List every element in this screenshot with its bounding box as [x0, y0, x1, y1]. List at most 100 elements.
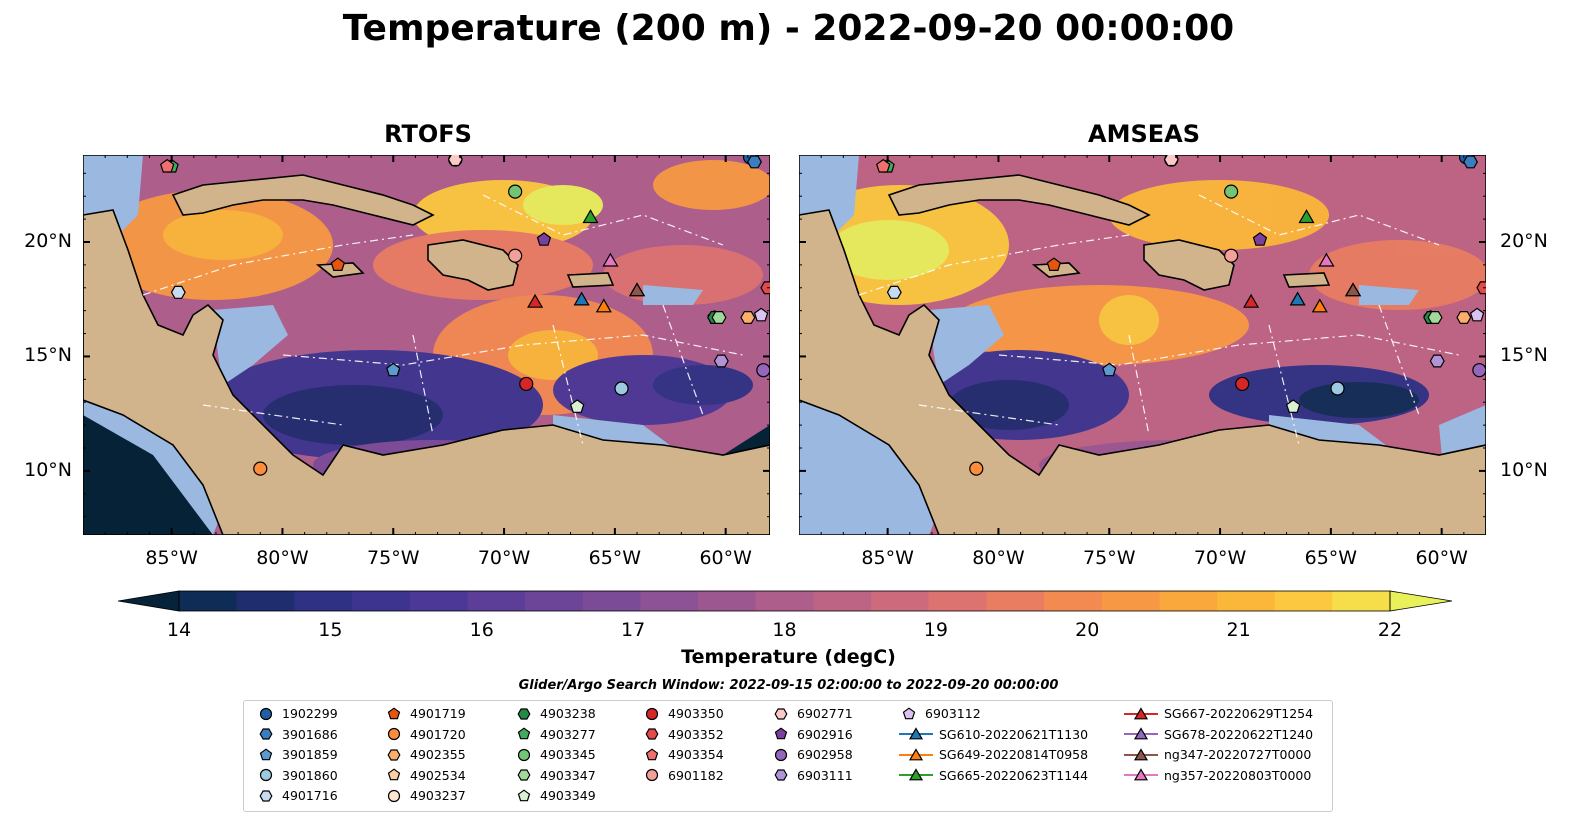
legend-symbol	[1133, 768, 1149, 781]
legend-symbol	[259, 707, 273, 720]
obs-marker-4903354	[159, 158, 175, 173]
legend-symbol	[908, 747, 924, 760]
legend-marker	[645, 707, 659, 720]
legend-symbol	[259, 728, 273, 740]
legend-marker	[774, 769, 788, 781]
legend-symbol	[517, 707, 531, 720]
legend-symbol	[517, 727, 531, 740]
legend-marker	[902, 706, 916, 719]
legend-symbol	[387, 768, 401, 781]
obs-marker-SG665-20220623T1144	[1298, 209, 1315, 224]
rtofs-temperature-map	[83, 155, 770, 535]
legend-symbol	[387, 748, 401, 761]
figure-title: Temperature (200 m) - 2022-09-20 00:00:0…	[342, 8, 1235, 49]
legend-item: ng347-20220727T0000	[1124, 746, 1311, 763]
legend-item: 1902299	[256, 705, 338, 722]
obs-marker-ng357-20220803T0000	[602, 252, 619, 267]
legend-label: ng357-20220803T0000	[1164, 767, 1312, 783]
legend-marker	[1124, 747, 1158, 760]
colorbar-tick-label: 15	[318, 619, 343, 641]
obs-marker-ng357-20220803T0000	[1318, 252, 1335, 267]
colorbar-tick-label: 22	[1377, 619, 1403, 641]
lon-tick-label: 85°W	[861, 547, 914, 569]
legend-symbol	[517, 788, 531, 801]
obs-marker-4901720	[969, 461, 984, 476]
amseas-temperature-map	[799, 155, 1486, 535]
legend-label: 4901716	[282, 788, 338, 803]
observation-markers	[875, 155, 1486, 476]
legend-label: 4903238	[540, 706, 596, 721]
legend-label: 4901720	[410, 726, 466, 742]
obs-marker-6902916	[1252, 232, 1268, 246]
colorbar-segment	[871, 591, 930, 611]
colorbar-segment	[813, 591, 872, 611]
legend-symbol	[517, 769, 531, 781]
legend-label: 3901859	[282, 747, 338, 762]
obs-marker-3901860	[614, 381, 629, 396]
obs-marker-4901719	[330, 257, 346, 272]
lon-tick-label: 75°W	[367, 547, 420, 569]
observation-legend: 1902299 3901686 3901859 3901860 4901716 49017…	[243, 700, 1333, 812]
legend-symbol	[774, 748, 788, 761]
legend-marker	[259, 707, 273, 720]
legend-marker	[387, 789, 401, 802]
frame-ticks	[83, 155, 770, 535]
lat-tick-label: 15°N	[24, 344, 72, 367]
legend-symbol	[1133, 727, 1149, 740]
colorbar-tick-label: 17	[621, 619, 646, 641]
obs-marker-6902771	[1163, 155, 1179, 167]
legend-marker	[259, 768, 273, 782]
colorbar-segment	[236, 591, 295, 611]
obs-marker-4903345	[508, 184, 523, 199]
colorbar-segment	[1044, 591, 1103, 611]
obs-marker-3901686	[747, 155, 762, 169]
lat-tick-label: 10°N	[1500, 458, 1548, 481]
legend-item: 4903345	[514, 746, 596, 763]
legend-marker	[387, 768, 401, 781]
legend-item: SG678-20220622T1240	[1124, 726, 1313, 743]
colorbar-segment	[640, 591, 699, 611]
legend-marker	[259, 747, 273, 760]
colorbar-label: Temperature (degC)	[681, 646, 896, 668]
legend-symbol	[259, 789, 273, 802]
legend-item: 6902771	[771, 705, 853, 722]
legend-item: ng357-20220803T0000	[1124, 767, 1311, 784]
colorbar-segment	[1159, 591, 1218, 611]
obs-marker-4901716	[886, 285, 902, 299]
legend-label: SG678-20220622T1240	[1164, 726, 1314, 742]
legend-item: 3901686	[256, 726, 338, 743]
obs-marker-6903111	[713, 354, 729, 368]
legend-item: 6902958	[771, 746, 853, 763]
legend-label: 6903111	[797, 767, 853, 783]
legend-symbol	[645, 747, 659, 760]
obs-marker-4901720	[253, 461, 268, 476]
legend-marker	[1124, 706, 1158, 719]
panel-title-amseas: AMSEAS	[1088, 120, 1200, 148]
legend-item: 4902355	[384, 746, 466, 763]
obs-marker-SG667-20220629T1254	[527, 293, 544, 308]
legend-label: SG665-20220623T1144	[939, 767, 1089, 783]
legend-label: 4902534	[410, 767, 466, 783]
legend-symbol	[387, 706, 401, 719]
legend-label: 3901860	[282, 767, 338, 783]
lon-tick-label: 70°W	[1193, 547, 1247, 569]
legend-item: SG665-20220623T1144	[899, 767, 1088, 784]
colorbar-segment	[928, 591, 987, 611]
colorbar-tick-label: 16	[469, 619, 494, 641]
lon-tick-label: 75°W	[1083, 547, 1136, 569]
colorbar-segment	[467, 591, 526, 611]
obs-marker-4903352	[1476, 281, 1486, 295]
panel-title-rtofs: RTOFS	[384, 120, 472, 148]
obs-marker-6903112	[1469, 307, 1485, 322]
legend-label: 4903349	[540, 788, 596, 803]
colorbar-segment	[1101, 591, 1160, 611]
obs-marker-6901182	[1224, 248, 1239, 263]
legend-label: 6903112	[925, 706, 981, 721]
legend-marker	[899, 768, 933, 781]
legend-marker	[774, 727, 788, 740]
legend-label: 4901719	[410, 706, 466, 721]
colorbar-tick-label: 18	[772, 619, 797, 641]
legend-symbol	[908, 727, 924, 740]
legend-item: 4903237	[384, 787, 466, 804]
legend-symbol	[387, 789, 401, 802]
